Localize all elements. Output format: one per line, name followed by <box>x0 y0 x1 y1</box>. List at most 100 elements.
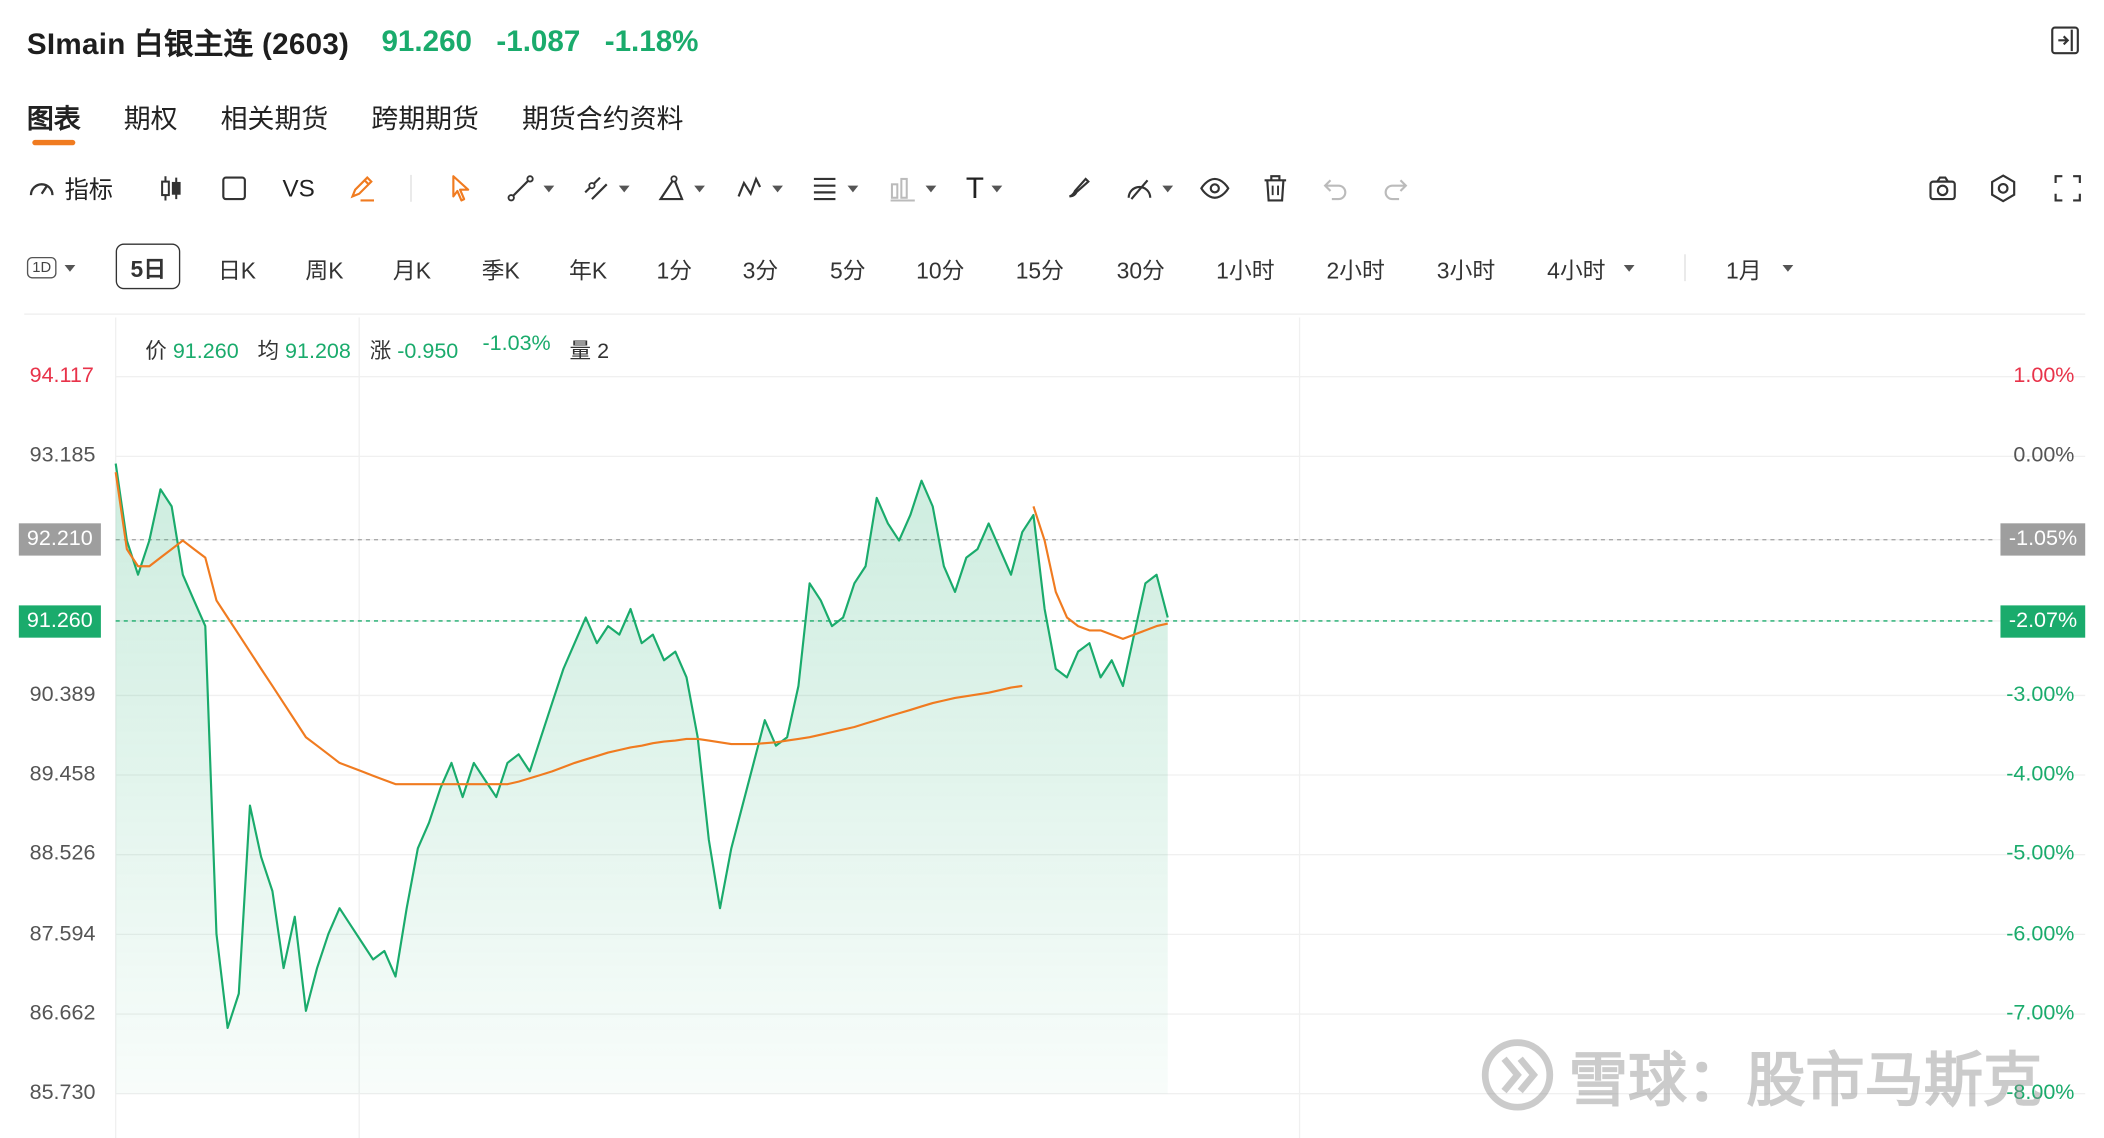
candlestick-tool[interactable] <box>156 164 186 212</box>
fullscreen-icon <box>2054 175 2081 202</box>
tab-related-futures[interactable]: 相关期货 <box>220 104 329 135</box>
period-week-k[interactable]: 周K <box>305 257 344 284</box>
period-year-k[interactable]: 年K <box>569 257 608 284</box>
period-5min[interactable]: 5分 <box>830 257 866 284</box>
period-10min[interactable]: 10分 <box>916 257 965 284</box>
chevron-down-icon <box>694 184 705 192</box>
main-tabs: 图表 期权 相关期货 跨期期货 期货合约资料 <box>27 97 727 146</box>
chevron-down-icon <box>1162 184 1174 192</box>
info-price-label: 价 <box>145 340 167 364</box>
tab-options[interactable]: 期权 <box>123 104 178 135</box>
compare-button[interactable]: VS <box>283 164 315 212</box>
collapse-panel-icon[interactable] <box>2050 26 2080 56</box>
chart-series <box>114 463 1169 1094</box>
period-30min[interactable]: 30分 <box>1116 257 1165 284</box>
quote-header: SImain 白银主连 (2603) 91.260 -1.087 -1.18% <box>27 19 715 65</box>
period-day-k[interactable]: 日K <box>217 257 257 284</box>
period-3min[interactable]: 3分 <box>742 257 779 284</box>
visibility-toggle[interactable] <box>1200 164 1230 212</box>
period-3h[interactable]: 3小时 <box>1436 257 1496 284</box>
info-price-value: 91.260 <box>172 340 239 364</box>
average-price-line <box>114 472 1023 786</box>
chart-toolbar: 指标 VS <box>0 164 2104 212</box>
y-tick-right: -1.05% <box>2000 523 2086 556</box>
snowball-logo-icon <box>1481 1039 1554 1111</box>
toolbar-separator <box>24 313 2086 315</box>
price-change: -1.087 <box>496 24 581 58</box>
tab-spread-futures[interactable]: 跨期期货 <box>371 104 479 135</box>
info-change-pct: -1.03% <box>482 332 551 356</box>
y-tick-left: 92.210 <box>18 523 101 556</box>
info-avg-label: 均 <box>257 340 280 364</box>
gauge-icon <box>29 183 54 196</box>
text-tool[interactable]: T <box>966 164 1003 212</box>
delete-drawings-button[interactable] <box>1262 164 1289 212</box>
magnet-tool[interactable] <box>1125 164 1174 212</box>
y-tick-left: 89.458 <box>29 762 96 786</box>
fib-tool[interactable] <box>810 164 859 212</box>
watermark: 雪球：股市马斯克 <box>1480 1033 2042 1116</box>
info-volume-value: 2 <box>597 340 610 364</box>
cursor-tool[interactable] <box>449 164 473 212</box>
y-tick-left: 87.594 <box>29 922 96 946</box>
y-tick-left: 88.526 <box>29 842 96 866</box>
measure-tool[interactable] <box>888 164 937 212</box>
y-tick-right: -2.07% <box>2000 604 2086 638</box>
period-2h[interactable]: 2小时 <box>1326 257 1385 284</box>
instrument-title: SImain 白银主连 (2603) <box>26 26 350 61</box>
range-label: 1月 <box>1726 257 1762 284</box>
channel-tool[interactable] <box>581 164 630 212</box>
y-tick-left: 85.730 <box>29 1081 96 1105</box>
y-tick-left: 86.662 <box>29 1001 96 1025</box>
fullscreen-button[interactable] <box>2053 164 2083 212</box>
undo-icon <box>1323 179 1347 201</box>
period-15min[interactable]: 15分 <box>1015 257 1065 284</box>
period-1h[interactable]: 1小时 <box>1216 257 1275 284</box>
tab-chart[interactable]: 图表 <box>27 97 81 146</box>
chevron-down-icon <box>847 184 859 192</box>
parallel-channel-icon <box>584 176 608 200</box>
period-4h-dropdown[interactable]: 4小时 <box>1547 242 1636 293</box>
y-tick-right: -4.00% <box>2006 762 2075 786</box>
trash-icon <box>1264 175 1287 202</box>
chevron-down-icon <box>543 184 555 192</box>
y-tick-left: 94.117 <box>29 364 94 388</box>
info-volume: 量 2 <box>570 332 610 364</box>
indicator-label: 指标 <box>64 176 114 204</box>
period-1min[interactable]: 1分 <box>656 257 693 284</box>
chart-type-dropdown[interactable]: 1D <box>26 242 76 293</box>
price-area-fill <box>115 463 1168 1094</box>
candlestick-icon <box>161 176 181 201</box>
info-volume-label: 量 <box>569 340 592 364</box>
y-tick-left: 90.389 <box>29 683 96 707</box>
period-month-k[interactable]: 月K <box>392 257 431 284</box>
period-quarter-k[interactable]: 季K <box>481 257 520 284</box>
period-5d[interactable]: 5日 <box>115 243 181 290</box>
screenshot-button[interactable] <box>1928 164 1958 212</box>
redo-button[interactable] <box>1380 164 1410 212</box>
info-change: 涨 -0.950 <box>370 332 459 364</box>
info-change-value: -0.950 <box>397 340 459 364</box>
trendline-tool[interactable] <box>506 164 555 212</box>
price-line <box>114 463 1169 1030</box>
angle-tool[interactable] <box>657 164 705 212</box>
last-price: 91.260 <box>381 24 473 58</box>
draw-toggle[interactable] <box>347 164 377 212</box>
brush-tool[interactable] <box>1063 164 1093 212</box>
tab-contract-info[interactable]: 期货合约资料 <box>521 104 684 135</box>
y-tick-right: 1.00% <box>2013 364 2075 388</box>
average-price-line <box>1032 506 1168 640</box>
chevron-down-icon <box>1783 264 1794 272</box>
pattern-tool[interactable] <box>735 164 783 212</box>
indicator-button[interactable]: 指标 <box>27 164 113 212</box>
undo-button[interactable] <box>1321 164 1351 212</box>
y-tick-left: 91.260 <box>18 604 101 638</box>
square-tool[interactable] <box>221 164 248 212</box>
period-selector: 1D 5日 日K 周K 月K 季K 年K 1分 3分 5分 10分 15分 30… <box>0 242 2104 293</box>
compare-label: VS <box>282 174 315 202</box>
brush-icon <box>1069 177 1090 198</box>
range-dropdown[interactable]: 1月 <box>1726 242 1794 293</box>
settings-button[interactable] <box>1988 164 2018 212</box>
